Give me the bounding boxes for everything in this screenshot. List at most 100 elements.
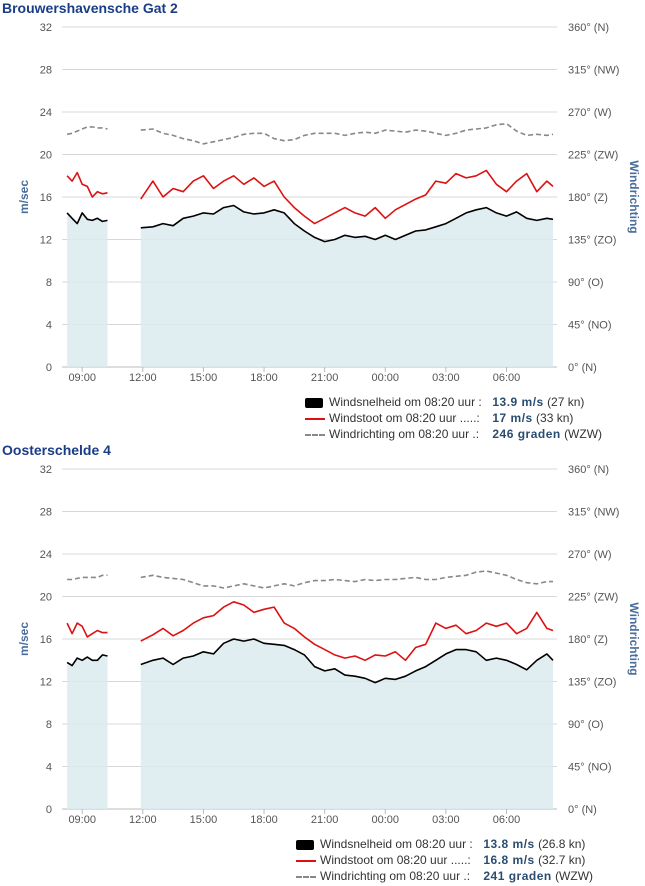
y-tick-label: 0 xyxy=(46,804,52,816)
y-tick-label: 28 xyxy=(40,507,52,519)
legend-gust-extra: (33 kn) xyxy=(536,411,574,425)
x-tick-label: 09:00 xyxy=(68,814,96,826)
legend-gust-label: Windstoot om 08:20 uur .....: xyxy=(329,411,480,425)
legend-gust[interactable]: Windstoot om 08:20 uur .....: 16.8 m/s (… xyxy=(296,852,593,868)
x-tick-label: 00:00 xyxy=(371,372,399,384)
y-tick-label: 24 xyxy=(40,549,52,561)
chart-panel-2: Oosterschelde 4 0 0° (N) 4 45° (NO) 8 90° (O)… xyxy=(0,442,645,885)
y2-tick-label: 315° (NW) xyxy=(568,507,619,519)
y2-tick-label: 315° (NW) xyxy=(568,65,619,77)
legend-speed-value: 13.8 m/s xyxy=(483,837,535,851)
legend-speed-extra: (26.8 kn) xyxy=(538,837,586,851)
x-tick-label: 12:00 xyxy=(129,814,157,826)
chart-title: Brouwershavensche Gat 2 xyxy=(2,0,178,16)
wind-chart-svg: 0 0° (N) 4 45° (NO) 8 90° (O) 12 135° (ZO) 16 180… xyxy=(17,464,641,826)
wind-chart-svg: 0 0° (N) 4 45° (NO) 8 90° (O) 12 135° (ZO) 16 180… xyxy=(17,22,641,384)
legend-direction-value: 246 graden xyxy=(492,427,561,441)
legend-gust-value: 17 m/s xyxy=(492,411,533,425)
gust-line xyxy=(140,169,554,225)
x-tick-label: 18:00 xyxy=(250,814,278,826)
speed-line xyxy=(140,204,554,243)
legend-gust-value: 16.8 m/s xyxy=(483,853,535,867)
y2-tick-label: 270° (W) xyxy=(568,549,612,561)
direction-swatch xyxy=(296,875,316,878)
x-tick-label: 00:00 xyxy=(371,814,399,826)
y-tick-label: 4 xyxy=(46,320,52,332)
y-tick-label: 32 xyxy=(40,464,52,476)
y-tick-label: 20 xyxy=(40,592,52,604)
y-tick-label: 0 xyxy=(46,362,52,374)
legend-direction[interactable]: Windrichting om 08:20 uur .: 246 graden … xyxy=(305,426,602,442)
y2-tick-label: 225° (ZW) xyxy=(568,150,618,162)
legend-direction-label: Windrichting om 08:20 uur .: xyxy=(320,869,471,883)
y-tick-label: 8 xyxy=(46,277,52,289)
x-tick-label: 03:00 xyxy=(432,814,460,826)
y-tick-label: 4 xyxy=(46,762,52,774)
y-tick-label: 28 xyxy=(40,65,52,77)
y-tick-label: 12 xyxy=(40,677,52,689)
legend-speed-value: 13.9 m/s xyxy=(492,395,544,409)
gust-swatch xyxy=(305,417,325,420)
chart-legend: Windsnelheid om 08:20 uur : 13.8 m/s (26… xyxy=(296,836,593,884)
y2-tick-label: 135° (ZO) xyxy=(568,235,616,247)
y-tick-label: 20 xyxy=(40,150,52,162)
legend-direction-value: 241 graden xyxy=(483,869,552,883)
speed-line xyxy=(140,638,554,684)
y-tick-label: 24 xyxy=(40,107,52,119)
legend-gust-label: Windstoot om 08:20 uur .....: xyxy=(320,853,471,867)
speed-area xyxy=(67,212,108,367)
x-tick-label: 03:00 xyxy=(432,372,460,384)
x-tick-label: 15:00 xyxy=(190,372,218,384)
y-axis-title: m/sec xyxy=(17,622,31,656)
chart-panel-1: Brouwershavensche Gat 2 0 0° (N) 4 45° (NO)… xyxy=(2,0,641,442)
y-tick-label: 16 xyxy=(40,634,52,646)
x-tick-label: 06:00 xyxy=(493,372,521,384)
direction-line xyxy=(66,126,108,136)
y2-tick-label: 90° (O) xyxy=(568,719,604,731)
legend-gust-extra: (32.7 kn) xyxy=(538,853,586,867)
y-tick-label: 16 xyxy=(40,192,52,204)
x-tick-label: 09:00 xyxy=(68,372,96,384)
legend-direction[interactable]: Windrichting om 08:20 uur .: 241 graden … xyxy=(296,868,593,884)
x-tick-label: 18:00 xyxy=(250,372,278,384)
direction-swatch xyxy=(305,433,325,436)
y2-tick-label: 45° (NO) xyxy=(568,320,612,332)
speed-swatch xyxy=(296,839,314,850)
chart-legend: Windsnelheid om 08:20 uur : 13.9 m/s (27… xyxy=(305,394,602,442)
speed-line xyxy=(66,212,108,225)
legend-speed[interactable]: Windsnelheid om 08:20 uur : 13.9 m/s (27… xyxy=(305,394,602,410)
y-axis-title: m/sec xyxy=(17,180,31,214)
speed-area xyxy=(67,654,108,809)
y2-axis-title: Windrichting xyxy=(627,602,641,675)
y2-axis-title: Windrichting xyxy=(627,160,641,233)
y-tick-label: 8 xyxy=(46,719,52,731)
y2-tick-label: 270° (W) xyxy=(568,107,612,119)
legend-speed-label: Windsnelheid om 08:20 uur : xyxy=(320,837,473,851)
legend-gust[interactable]: Windstoot om 08:20 uur .....: 17 m/s (33… xyxy=(305,410,602,426)
legend-direction-extra: (WZW) xyxy=(555,869,594,883)
direction-line xyxy=(140,122,554,145)
x-tick-label: 12:00 xyxy=(129,372,157,384)
gust-line xyxy=(66,171,108,198)
gust-swatch xyxy=(296,859,316,862)
speed-line xyxy=(66,654,108,667)
y2-tick-label: 90° (O) xyxy=(568,277,604,289)
legend-speed-extra: (27 kn) xyxy=(547,395,585,409)
y-tick-label: 32 xyxy=(40,22,52,34)
y2-tick-label: 360° (N) xyxy=(568,464,609,476)
direction-line xyxy=(140,570,553,589)
y2-tick-label: 135° (ZO) xyxy=(568,677,616,689)
y-tick-label: 12 xyxy=(40,235,52,247)
y2-tick-label: 45° (NO) xyxy=(568,762,612,774)
chart-title: Oosterschelde 4 xyxy=(2,442,111,458)
direction-line xyxy=(67,574,108,581)
y2-tick-label: 0° (N) xyxy=(568,362,597,374)
legend-direction-extra: (WZW) xyxy=(564,427,603,441)
gust-line xyxy=(140,601,554,662)
y2-tick-label: 360° (N) xyxy=(568,22,609,34)
x-tick-label: 21:00 xyxy=(311,372,339,384)
legend-speed-label: Windsnelheid om 08:20 uur : xyxy=(329,395,482,409)
legend-speed[interactable]: Windsnelheid om 08:20 uur : 13.8 m/s (26… xyxy=(296,836,593,852)
speed-swatch xyxy=(305,397,323,408)
speed-area xyxy=(140,205,554,367)
